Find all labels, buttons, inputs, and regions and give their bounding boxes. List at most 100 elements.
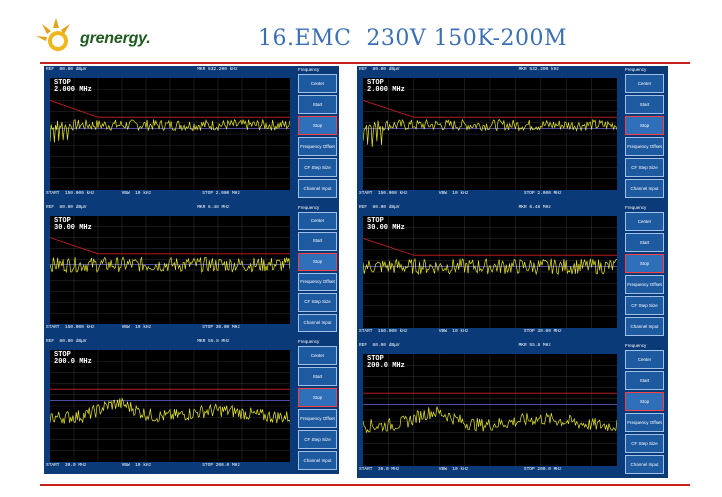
center-softkey[interactable]: Center: [625, 212, 664, 231]
stop-value: 2.000 MHz: [367, 85, 405, 94]
frequency-softkey-menu: Frequency Center Start Stop Frequency Offset…: [623, 204, 664, 340]
marker-readout: MKR 532.200 kHz: [518, 67, 560, 72]
frequency-offset-softkey[interactable]: Frequency Offset: [625, 275, 664, 294]
cf-step-softkey[interactable]: CF Step Size: [625, 296, 664, 315]
frequency-offset-softkey[interactable]: Frequency Offset: [625, 413, 664, 432]
start-frequency: START 30.0 MHz: [46, 463, 87, 468]
stop-frequency-annotation: STOP 30.00 MHz: [54, 218, 92, 231]
analyzer-footer: START 150.000 kHz VBW 10 kHz STOP 30.00 MH…: [46, 325, 294, 331]
vbw-readout: VBW 10 kHz: [121, 191, 152, 196]
ref-level: REF 80.00 dBμV: [359, 67, 400, 72]
channel-input-softkey[interactable]: Channel Input: [625, 455, 664, 474]
spectrum-plot: [363, 354, 617, 466]
start-softkey[interactable]: Start: [298, 232, 337, 251]
analyzer-header: REF 80.00 dBμV MKR 532.200 kHz: [46, 67, 294, 77]
stop-frequency: STOP 2.000 MHz: [202, 191, 241, 196]
measurement-trace: [363, 118, 617, 148]
vbw-readout: VBW 10 kHz: [121, 325, 152, 330]
stop-softkey[interactable]: Stop: [625, 254, 664, 273]
channel-input-softkey[interactable]: Channel Input: [298, 451, 337, 470]
channel-input-softkey[interactable]: Channel Input: [298, 179, 337, 198]
frequency-offset-softkey[interactable]: Frequency Offset: [298, 137, 337, 156]
ref-level: REF 80.00 dBμV: [46, 205, 87, 210]
sun-logo-icon: [36, 18, 70, 51]
stop-softkey[interactable]: Stop: [298, 116, 337, 135]
start-softkey[interactable]: Start: [625, 95, 664, 114]
spectrum-plot: [363, 78, 617, 190]
channel-input-softkey[interactable]: Channel Input: [298, 313, 337, 332]
stop-value: 30.00 MHz: [54, 223, 92, 232]
vbw-readout: VBW 10 kHz: [121, 463, 152, 468]
analyzer-header: REF 80.00 dBμV MKR 6.48 MHz: [359, 205, 621, 215]
stop-label: STOP: [367, 217, 384, 225]
analyzer-footer: START 30.0 MHz VBW 10 kHz STOP 200.0 MHz: [359, 467, 621, 473]
bottom-rule: [40, 484, 690, 486]
start-softkey[interactable]: Start: [298, 95, 337, 114]
softkey-menu-title: Frequency: [625, 343, 647, 348]
start-frequency: START 150.000 kHz: [359, 329, 408, 334]
softkey-menu-title: Frequency: [298, 67, 320, 72]
stop-value: 200.0 MHz: [367, 361, 405, 370]
center-softkey[interactable]: Center: [298, 74, 337, 93]
channel-input-softkey[interactable]: Channel Input: [625, 317, 664, 336]
stop-frequency: STOP 30.00 MHz: [523, 329, 562, 334]
analyzer-header: REF 80.00 dBμV MKR 55.8 MHz: [359, 343, 621, 353]
stop-frequency-annotation: STOP 2.000 MHz: [367, 80, 405, 93]
limit-line: [50, 100, 290, 118]
stop-frequency-annotation: STOP 200.0 MHz: [367, 356, 405, 369]
cf-step-softkey[interactable]: CF Step Size: [625, 158, 664, 177]
start-softkey[interactable]: Start: [625, 371, 664, 390]
frequency-softkey-menu: Frequency Center Start Stop Frequency Offset…: [296, 204, 337, 336]
frequency-offset-softkey[interactable]: Frequency Offset: [298, 273, 337, 292]
softkey-menu-title: Frequency: [298, 205, 320, 210]
stop-softkey[interactable]: Stop: [625, 116, 664, 135]
stop-label: STOP: [54, 217, 71, 225]
analyzer-footer: START 150.000 kHz VBW 10 kHz STOP 30.00 MH…: [359, 329, 621, 335]
frequency-offset-softkey[interactable]: Frequency Offset: [298, 409, 337, 428]
stop-softkey[interactable]: Stop: [625, 392, 664, 411]
stop-softkey[interactable]: Stop: [298, 388, 337, 407]
stop-frequency: STOP 2.000 MHz: [523, 191, 562, 196]
softkey-menu-title: Frequency: [625, 67, 647, 72]
stop-label: STOP: [54, 79, 71, 87]
spectrum-plot: [50, 216, 290, 324]
channel-input-softkey[interactable]: Channel Input: [625, 179, 664, 198]
cf-step-softkey[interactable]: CF Step Size: [298, 293, 337, 312]
stop-value: 200.0 MHz: [54, 357, 92, 366]
stop-frequency: STOP 200.0 MHz: [202, 463, 241, 468]
ref-level: REF 80.00 dBμV: [359, 343, 400, 348]
center-softkey[interactable]: Center: [298, 212, 337, 231]
analyzer-header: REF 80.00 dBμV MKR 532.200 kHz: [359, 67, 621, 77]
measurement-trace: [50, 119, 290, 143]
vbw-readout: VBW 10 kHz: [438, 329, 469, 334]
ref-level: REF 80.00 dBμV: [46, 339, 87, 344]
page-title: 16.EMC 230V 150K-200M: [258, 26, 568, 51]
start-softkey[interactable]: Start: [298, 367, 337, 386]
center-softkey[interactable]: Center: [625, 74, 664, 93]
limit-line: [363, 238, 617, 256]
stop-value: 2.000 MHz: [54, 85, 92, 94]
center-softkey[interactable]: Center: [298, 346, 337, 365]
analyzer-footer: START 150.000 kHz VBW 10 kHz STOP 2.000 MH…: [46, 191, 294, 197]
cf-step-softkey[interactable]: CF Step Size: [298, 430, 337, 449]
cf-step-softkey[interactable]: CF Step Size: [625, 434, 664, 453]
measurement-trace: [50, 256, 290, 274]
stop-frequency-annotation: STOP 200.0 MHz: [54, 352, 92, 365]
marker-readout: MKR 55.8 MHz: [518, 343, 551, 348]
frequency-offset-softkey[interactable]: Frequency Offset: [625, 137, 664, 156]
stop-frequency-annotation: STOP 30.00 MHz: [367, 218, 405, 231]
softkey-menu-title: Frequency: [625, 205, 647, 210]
spectrum-plot: [50, 78, 290, 190]
stop-label: STOP: [367, 355, 384, 363]
analyzer-header: REF 80.00 dBμV MKR 6.48 MHz: [46, 205, 294, 215]
stop-softkey[interactable]: Stop: [298, 252, 337, 271]
marker-readout: MKR 6.48 MHz: [518, 205, 551, 210]
marker-readout: MKR 6.48 MHz: [197, 205, 230, 210]
start-softkey[interactable]: Start: [625, 233, 664, 252]
cf-step-softkey[interactable]: CF Step Size: [298, 158, 337, 177]
marker-readout: MKR 532.200 kHz: [197, 67, 238, 72]
top-rule: [40, 62, 690, 64]
center-softkey[interactable]: Center: [625, 350, 664, 369]
frequency-softkey-menu: Frequency Center Start Stop Frequency Offset…: [623, 66, 664, 202]
stop-label: STOP: [54, 351, 71, 359]
